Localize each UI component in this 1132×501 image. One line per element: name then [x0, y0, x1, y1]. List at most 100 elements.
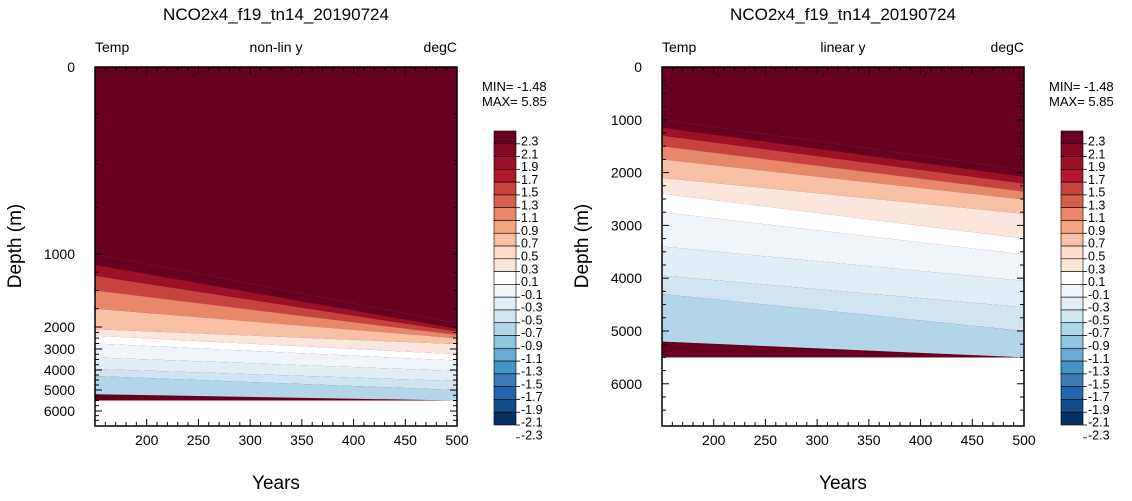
colorbar-label: 0.7 [521, 237, 538, 251]
temperature-band [662, 119, 1024, 177]
colorbar-label: 0.3 [1088, 262, 1105, 276]
chart-title: NCO2x4_f19_tn14_20190724 [730, 5, 956, 24]
y-tick-label: 3000 [44, 341, 75, 357]
x-tick-label: 200 [135, 432, 159, 448]
colorbar: 2.32.11.91.71.51.31.10.90.70.50.30.1-0.1… [493, 130, 543, 442]
colorbar-swatch [493, 411, 517, 426]
colorbar: 2.32.11.91.71.51.31.10.90.70.50.30.1-0.1… [1060, 130, 1110, 442]
axis-ticks: 200 250 300 350 400 450 5000100020003000400050… [44, 59, 469, 448]
x-tick-label: 450 [961, 432, 985, 448]
y-tick-label: 5000 [611, 323, 642, 339]
x-tick-label: 450 [394, 432, 418, 448]
colorbar-swatch [1060, 143, 1084, 157]
plot-frame [94, 66, 458, 427]
temperature-band-warm [95, 67, 457, 324]
temperature-band [95, 329, 457, 355]
colorbar-label: 1.1 [521, 211, 538, 225]
colorbar-swatch [493, 284, 517, 298]
colorbar-label: 0.7 [1088, 237, 1105, 251]
x-tick-label: 400 [909, 432, 933, 448]
colorbar-swatch [493, 143, 517, 157]
colorbar-swatch [493, 296, 517, 311]
temperature-band [662, 159, 1024, 214]
colorbar-swatch [1060, 207, 1084, 221]
colorbar-swatch [1060, 284, 1084, 298]
temperature-band [95, 368, 457, 390]
chart-title: NCO2x4_f19_tn14_20190724 [163, 5, 389, 24]
temperature-band [95, 357, 457, 381]
y-axis-label: Depth (m) [5, 204, 26, 288]
x-tick-label: 300 [805, 432, 829, 448]
colorbar-label: -1.3 [1088, 365, 1110, 379]
colorbar-label: -0.3 [1088, 301, 1110, 315]
colorbar-label: -1.7 [521, 390, 543, 404]
variable-label: Temp [95, 39, 129, 55]
y-tick-label: 4000 [611, 270, 642, 286]
colorbar-label: 0.3 [521, 262, 538, 276]
temperature-band [662, 275, 1024, 331]
colorbar-label: -1.1 [1088, 352, 1110, 366]
colorbar-label: -0.1 [521, 288, 543, 302]
colorbar-swatch [493, 386, 517, 400]
x-tick-label: 350 [290, 432, 314, 448]
temperature-band [95, 290, 457, 339]
y-axis-label: Depth (m) [572, 204, 593, 288]
colorbar-swatch [493, 220, 517, 234]
x-tick-label: 200 [702, 432, 726, 448]
temperature-band [662, 177, 1024, 239]
colorbar-label: 1.1 [1088, 211, 1105, 225]
colorbar-label: 1.7 [1088, 173, 1105, 187]
colorbar-label: 2.1 [521, 147, 538, 161]
x-tick-label: 500 [445, 432, 469, 448]
colorbar-label: -0.3 [521, 301, 543, 315]
chart-panel-nonlinear: NCO2x4_f19_tn14_20190724 Temp non-lin y … [5, 5, 547, 494]
temperature-band [662, 246, 1024, 308]
y-tick-label: 3000 [611, 217, 642, 233]
temperature-band [662, 193, 1024, 255]
y-tick-label: 5000 [44, 382, 75, 398]
units-label: degC [991, 39, 1024, 55]
x-axis-label: Years [252, 473, 300, 494]
colorbar-swatch [493, 156, 517, 170]
colorbar-swatch [493, 271, 517, 285]
colorbar-label: 1.9 [1088, 160, 1105, 174]
y-tick-label: 6000 [611, 376, 642, 392]
x-tick-label: 300 [238, 432, 262, 448]
plot-frame [661, 66, 1025, 427]
colorbar-swatch [1060, 360, 1084, 375]
colorbar-swatch [493, 194, 517, 208]
colorbar-label: -0.1 [1088, 288, 1110, 302]
colorbar-label: 2.3 [1088, 134, 1105, 148]
colorbar-swatch [493, 130, 517, 145]
max-value-label: MAX= 5.85 [1049, 94, 1114, 109]
colorbar-swatch [493, 322, 517, 336]
colorbar-swatch [493, 181, 517, 196]
colorbar-label: -1.5 [521, 377, 543, 391]
min-value-label: MIN= -1.48 [1049, 79, 1114, 94]
y-tick-label: 4000 [44, 362, 75, 378]
contour-plot-area [661, 66, 1025, 427]
colorbar-label: -1.7 [1088, 390, 1110, 404]
colorbar-swatch [1060, 411, 1084, 426]
min-value-label: MIN= -1.48 [482, 79, 547, 94]
colorbar-swatch [1060, 194, 1084, 208]
colorbar-label: 1.5 [521, 186, 538, 200]
temperature-band [95, 308, 457, 345]
axis-ticks: 200 250 300 350 400 450 5000100020003000400050… [611, 59, 1036, 448]
units-label: degC [424, 39, 457, 55]
temperature-band [95, 275, 457, 335]
x-tick-label: 400 [342, 432, 366, 448]
colorbar-label: -0.7 [1088, 326, 1110, 340]
x-axis-label: Years [819, 473, 867, 494]
colorbar-swatch [493, 348, 517, 362]
temperature-band [662, 294, 1024, 358]
colorbar-label: -1.9 [521, 403, 543, 417]
colorbar-swatch [493, 399, 517, 413]
x-tick-label: 250 [187, 432, 211, 448]
colorbar-label: -1.9 [1088, 403, 1110, 417]
colorbar-swatch [1060, 181, 1084, 196]
x-tick-label: 500 [1012, 432, 1036, 448]
temperature-band [95, 376, 457, 401]
colorbar-swatch [1060, 169, 1084, 183]
colorbar-label: 0.1 [1088, 275, 1105, 289]
